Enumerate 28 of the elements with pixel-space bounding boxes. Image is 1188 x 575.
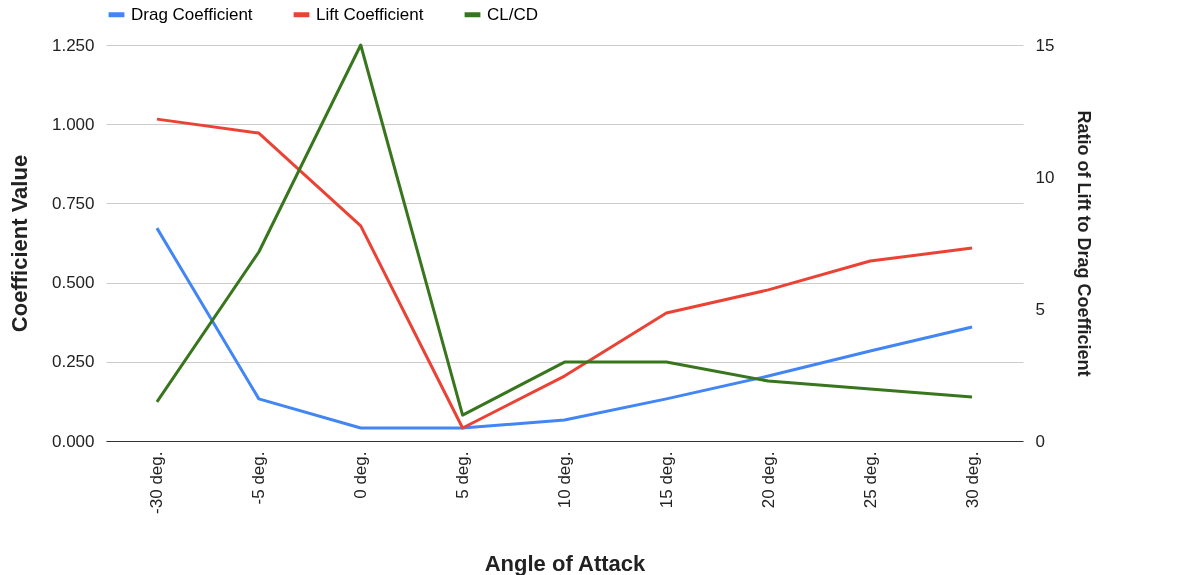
x-tick-label: 0 deg.	[351, 451, 371, 499]
y2-tick-label: 10	[1035, 167, 1055, 187]
x-axis-title: Angle of Attack	[484, 550, 647, 575]
legend-label: CL/CD	[487, 4, 539, 24]
x-tick-label: -5 deg.	[249, 451, 269, 505]
x-tick-label: 30 deg.	[962, 451, 982, 509]
y-tick-label: 0.500	[51, 273, 95, 293]
x-tick-label: -30 deg.	[147, 451, 167, 514]
x-tick-label: 25 deg.	[860, 451, 880, 509]
legend-label: Drag Coefficient	[131, 4, 253, 24]
y-tick-label: 0.000	[51, 431, 95, 451]
x-tick-label: 15 deg.	[656, 451, 676, 509]
y-tick-label: 1.250	[51, 35, 95, 55]
line-series	[155, 117, 974, 430]
line-series	[155, 226, 974, 430]
y2-axis-title: Ratio of Lift to Drag Coefficient	[1074, 110, 1095, 377]
y-tick-label: 1.000	[51, 114, 95, 134]
y2-tick-label: 15	[1035, 35, 1055, 55]
line-series	[155, 43, 974, 417]
y-tick-label: 0.250	[51, 352, 95, 372]
x-tick-label: 20 deg.	[758, 451, 778, 509]
legend-label: Lift Coefficient	[316, 4, 424, 24]
y-tick-label: 0.750	[51, 193, 95, 213]
x-tick-label: 5 deg.	[453, 451, 473, 499]
x-tick-label: 10 deg.	[555, 451, 574, 509]
y2-tick-label: 0	[1035, 431, 1045, 451]
y-axis-title: Coefficient Value	[6, 154, 32, 333]
y2-tick-label: 5	[1035, 299, 1045, 319]
